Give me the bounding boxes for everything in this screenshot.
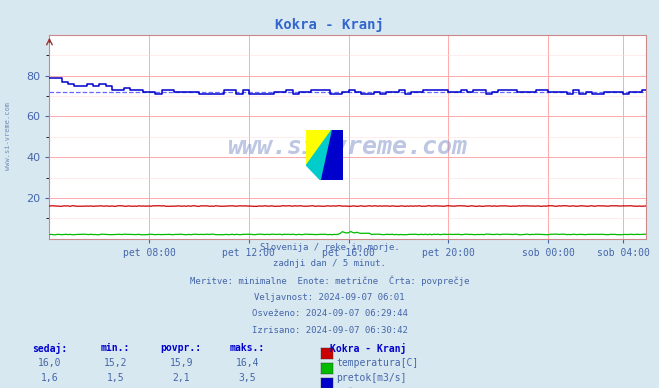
Text: Osveženo: 2024-09-07 06:29:44: Osveženo: 2024-09-07 06:29:44 xyxy=(252,309,407,318)
Text: Kokra - Kranj: Kokra - Kranj xyxy=(330,343,406,354)
Text: povpr.:: povpr.: xyxy=(161,343,202,353)
Text: 2,1: 2,1 xyxy=(173,373,190,383)
Text: Slovenija / reke in morje.: Slovenija / reke in morje. xyxy=(260,242,399,251)
Text: temperatura[C]: temperatura[C] xyxy=(336,358,418,368)
Text: 1,6: 1,6 xyxy=(41,373,58,383)
Text: sedaj:: sedaj: xyxy=(32,343,67,354)
Polygon shape xyxy=(321,130,343,180)
Text: www.si-vreme.com: www.si-vreme.com xyxy=(5,102,11,170)
Text: pretok[m3/s]: pretok[m3/s] xyxy=(336,373,407,383)
Text: 16,4: 16,4 xyxy=(235,358,259,368)
Text: 3,5: 3,5 xyxy=(239,373,256,383)
Text: maks.:: maks.: xyxy=(229,343,265,353)
Text: zadnji dan / 5 minut.: zadnji dan / 5 minut. xyxy=(273,259,386,268)
Text: www.si-vreme.com: www.si-vreme.com xyxy=(227,135,468,159)
Text: Izrisano: 2024-09-07 06:30:42: Izrisano: 2024-09-07 06:30:42 xyxy=(252,326,407,335)
Text: 16,0: 16,0 xyxy=(38,358,61,368)
Text: Veljavnost: 2024-09-07 06:01: Veljavnost: 2024-09-07 06:01 xyxy=(254,293,405,301)
Text: 15,9: 15,9 xyxy=(169,358,193,368)
Polygon shape xyxy=(306,130,332,165)
Polygon shape xyxy=(306,130,332,180)
Text: Kokra - Kranj: Kokra - Kranj xyxy=(275,18,384,32)
Text: 15,2: 15,2 xyxy=(103,358,127,368)
Text: 1,5: 1,5 xyxy=(107,373,124,383)
Text: min.:: min.: xyxy=(101,343,130,353)
Text: Meritve: minimalne  Enote: metrične  Črta: povprečje: Meritve: minimalne Enote: metrične Črta:… xyxy=(190,276,469,286)
